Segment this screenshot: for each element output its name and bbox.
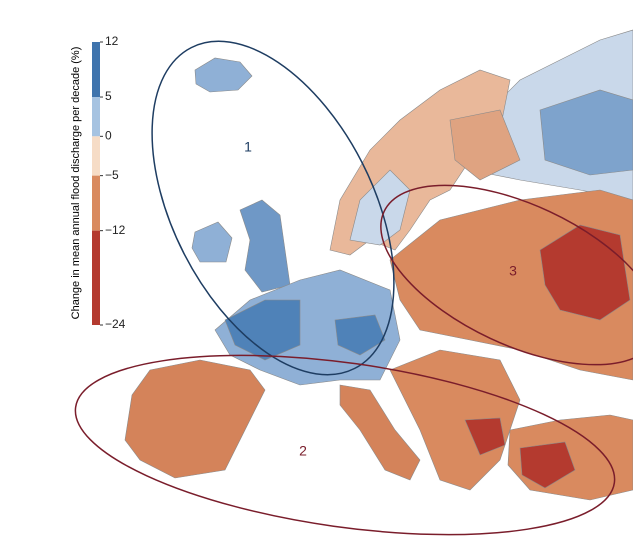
land: [339, 384, 421, 481]
colorbar-band: [92, 136, 100, 176]
colorbar-band: [92, 175, 100, 231]
tick-label: 0: [105, 129, 112, 143]
land: [124, 359, 266, 479]
colorbar-band: [92, 97, 100, 137]
colorbar-band: [92, 230, 100, 325]
land: [224, 299, 301, 361]
region-label: 1: [244, 139, 252, 155]
land: [539, 224, 631, 321]
tick-label: 5: [105, 89, 112, 103]
land: [539, 89, 633, 176]
land: [239, 199, 291, 293]
land: [194, 57, 253, 93]
land: [389, 349, 521, 491]
tick-label: −12: [105, 223, 126, 237]
region-ellipse: [151, 40, 395, 376]
colorbar-label: Change in mean annual flood discharge pe…: [70, 47, 82, 320]
land: [449, 109, 521, 181]
colorbar: 12 5 0 −5 −12 −24: [92, 34, 126, 331]
land: [519, 441, 576, 489]
land: [191, 221, 233, 263]
region-label: 3: [509, 263, 517, 279]
region-ellipse: [74, 354, 616, 536]
tick-label: −5: [105, 168, 119, 182]
tick-label: 12: [105, 34, 119, 48]
land: [464, 417, 506, 456]
tick-label: −24: [105, 317, 126, 331]
region-outlines: [74, 40, 633, 536]
map: [124, 29, 633, 501]
land: [334, 314, 386, 356]
region-label: 2: [299, 443, 307, 459]
colorbar-band: [92, 42, 100, 98]
region-ellipse: [380, 184, 633, 366]
